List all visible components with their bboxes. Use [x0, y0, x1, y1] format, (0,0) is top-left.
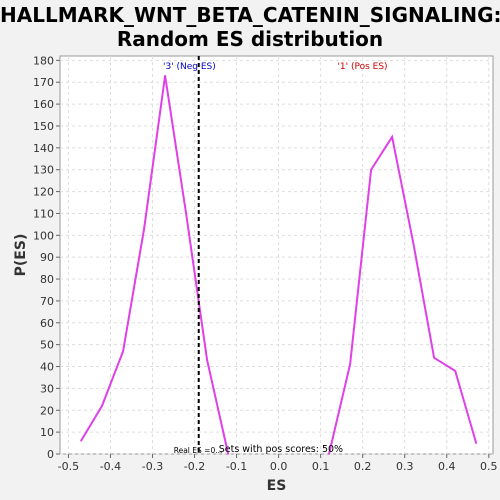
y-tick-label: 60 [40, 317, 54, 330]
data-point [185, 212, 187, 215]
y-tick-label: 180 [33, 54, 54, 67]
data-point [328, 453, 330, 455]
x-tick-label: 0.4 [438, 460, 456, 473]
y-tick-label: 20 [40, 404, 54, 417]
y-tick-label: 90 [40, 251, 54, 264]
data-point [433, 356, 435, 359]
x-axis-label: ES [267, 478, 287, 494]
y-tick-label: 80 [40, 273, 54, 286]
y-axis-label: P(ES) [13, 234, 29, 277]
data-point [370, 168, 372, 171]
pos-scores-label: Sets with pos scores: 50% [219, 444, 343, 455]
x-tick-label: -0.2 [184, 460, 205, 473]
es-distribution-line [328, 134, 478, 455]
x-tick-label: 0.1 [312, 460, 330, 473]
data-point [80, 440, 82, 442]
plot-area [59, 55, 494, 455]
data-point [454, 370, 456, 372]
pos-es-label: '1' (Pos ES) [337, 62, 387, 72]
y-tick-label: 140 [33, 142, 54, 155]
axis-ticks: 0 10 20 30 40 50 60 70 80 90 100 110 120 130 140 150 160… [33, 54, 498, 473]
data-point [412, 241, 414, 243]
y-tick-label: 50 [40, 339, 54, 352]
y-tick-label: 150 [33, 120, 54, 133]
x-tick-label: 0.5 [480, 460, 498, 473]
y-tick-label: 160 [33, 98, 54, 111]
grid-lines [60, 56, 493, 455]
y-tick-label: 100 [33, 229, 54, 242]
data-point [391, 136, 393, 138]
x-tick-label: -0.4 [100, 460, 121, 473]
chart-title: HALLMARK_WNT_BETA_CATENIN_SIGNALING: [0, 3, 500, 27]
data-point [227, 453, 229, 455]
es-distribution-line [80, 75, 230, 455]
y-tick-label: 110 [33, 207, 54, 220]
x-tick-label: 0.0 [270, 460, 288, 473]
data-point [101, 405, 103, 407]
data-point [164, 74, 166, 77]
x-tick-label: -0.5 [58, 460, 79, 473]
y-tick-label: 130 [33, 164, 54, 177]
y-tick-label: 40 [40, 361, 54, 374]
y-tick-label: 70 [40, 295, 54, 308]
data-point [475, 442, 477, 444]
neg-es-label: '3' (Neg ES) [163, 62, 216, 72]
data-point [143, 227, 145, 230]
data-point [349, 363, 351, 366]
x-tick-label: -0.3 [142, 460, 163, 473]
y-tick-label: 10 [40, 426, 54, 439]
x-tick-label: 0.2 [354, 460, 372, 473]
data-point [122, 350, 124, 353]
x-tick-label: -0.1 [226, 460, 247, 473]
y-tick-label: 170 [33, 76, 54, 89]
chart-subtitle: Random ES distribution [116, 27, 384, 51]
y-tick-label: 30 [40, 382, 54, 395]
y-tick-label: 0 [47, 448, 54, 461]
y-tick-label: 120 [33, 186, 54, 199]
series-lines [80, 74, 478, 455]
x-tick-label: 0.3 [396, 460, 414, 473]
real-es-label: Real ES =0... [174, 446, 223, 455]
data-point [206, 359, 208, 361]
